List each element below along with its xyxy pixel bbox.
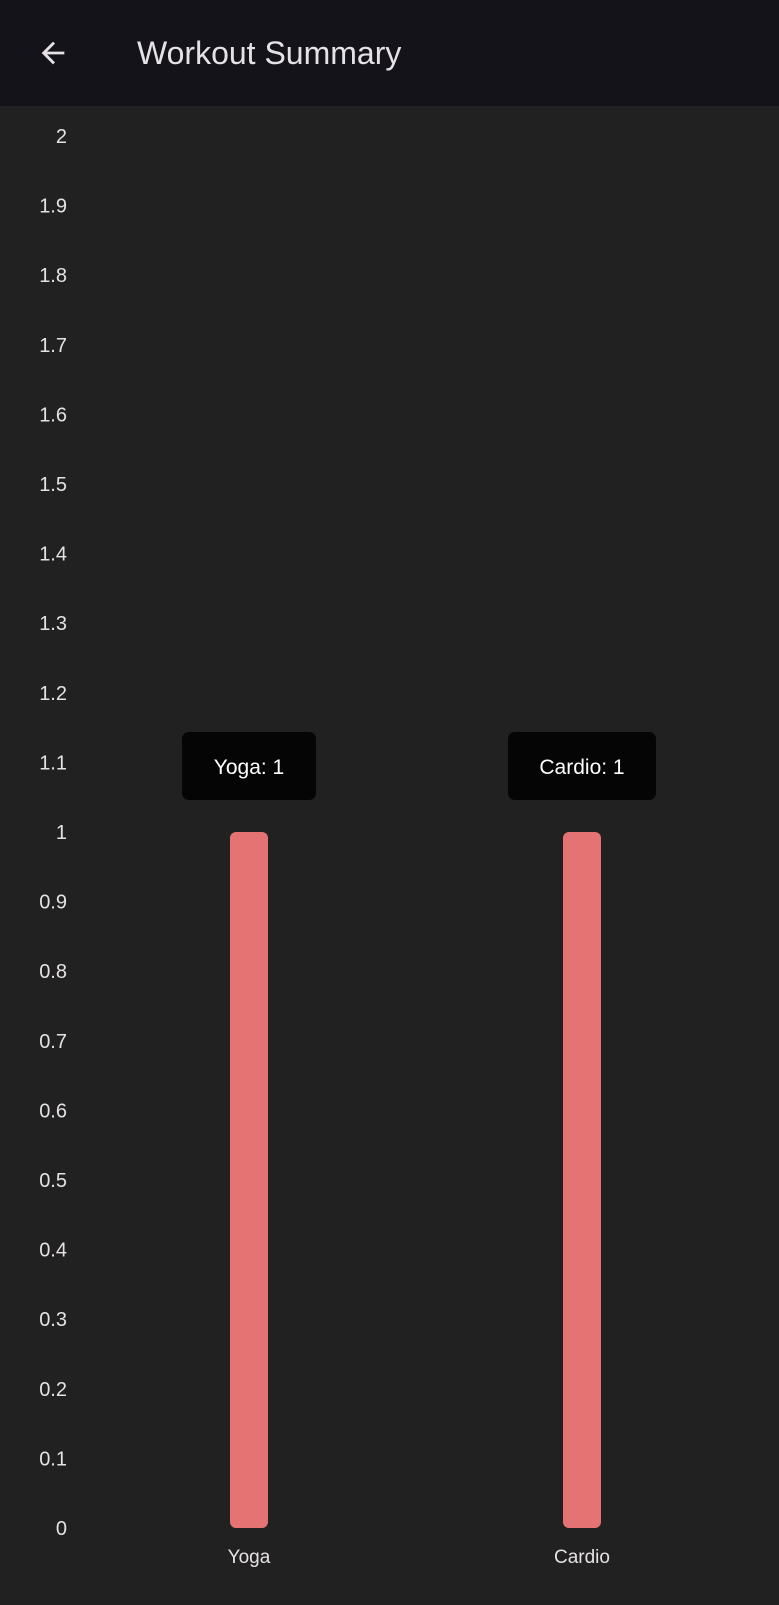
bar-yoga[interactable] bbox=[230, 832, 268, 1528]
y-tick-label: 2 bbox=[56, 126, 67, 148]
y-tick-label: 1.4 bbox=[39, 544, 67, 566]
x-tick-label: Yoga bbox=[228, 1547, 271, 1568]
y-tick-label: 1.2 bbox=[39, 683, 67, 705]
bar-chart: 0 0.1 0.2 0.3 0.4 0.5 0.6 0.7 0.8 0.9 1 1.1 1.2 1.3 1.… bbox=[39, 126, 656, 1568]
tooltips: Yoga: 1 Cardio: 1 bbox=[182, 732, 656, 800]
page-title: Workout Summary bbox=[137, 35, 402, 71]
y-axis: 0 0.1 0.2 0.3 0.4 0.5 0.6 0.7 0.8 0.9 1 1.1 1.2 1.3 1.… bbox=[39, 126, 67, 1540]
bar-cardio[interactable] bbox=[563, 832, 601, 1528]
y-tick-label: 1 bbox=[56, 822, 67, 844]
tooltip-box bbox=[508, 732, 656, 800]
y-tick-label: 0 bbox=[56, 1518, 67, 1540]
y-tick-label: 1.3 bbox=[39, 613, 67, 635]
y-tick-label: 0.5 bbox=[39, 1170, 67, 1192]
y-tick-label: 1.5 bbox=[39, 474, 67, 496]
y-tick-label: 1.1 bbox=[39, 752, 67, 774]
x-axis: Yoga Cardio bbox=[228, 1547, 610, 1568]
y-tick-label: 0.4 bbox=[39, 1240, 67, 1262]
tooltip-box bbox=[182, 732, 316, 800]
y-tick-label: 0.7 bbox=[39, 1031, 67, 1053]
y-tick-label: 0.2 bbox=[39, 1379, 67, 1401]
tooltip-cardio: Cardio: 1 bbox=[508, 732, 656, 800]
bars bbox=[230, 832, 601, 1528]
app-bar: Workout Summary bbox=[0, 0, 779, 106]
y-tick-label: 0.6 bbox=[39, 1100, 67, 1122]
x-tick-label: Cardio bbox=[554, 1547, 610, 1568]
y-tick-label: 0.3 bbox=[39, 1309, 67, 1331]
tooltip-label: Cardio: 1 bbox=[539, 756, 624, 779]
arrow-left-icon bbox=[41, 41, 65, 65]
y-tick-label: 0.8 bbox=[39, 961, 67, 983]
y-tick-label: 1.8 bbox=[39, 265, 67, 287]
y-tick-label: 1.7 bbox=[39, 335, 67, 357]
y-tick-label: 0.9 bbox=[39, 892, 67, 914]
tooltip-yoga: Yoga: 1 bbox=[182, 732, 316, 800]
chart-area: 0 0.1 0.2 0.3 0.4 0.5 0.6 0.7 0.8 0.9 1 1.1 1.2 1.3 1.… bbox=[0, 106, 779, 1600]
y-tick-label: 1.9 bbox=[39, 196, 67, 218]
back-button[interactable] bbox=[30, 30, 76, 76]
y-tick-label: 0.1 bbox=[39, 1448, 67, 1470]
tooltip-label: Yoga: 1 bbox=[214, 756, 284, 779]
y-tick-label: 1.6 bbox=[39, 404, 67, 426]
